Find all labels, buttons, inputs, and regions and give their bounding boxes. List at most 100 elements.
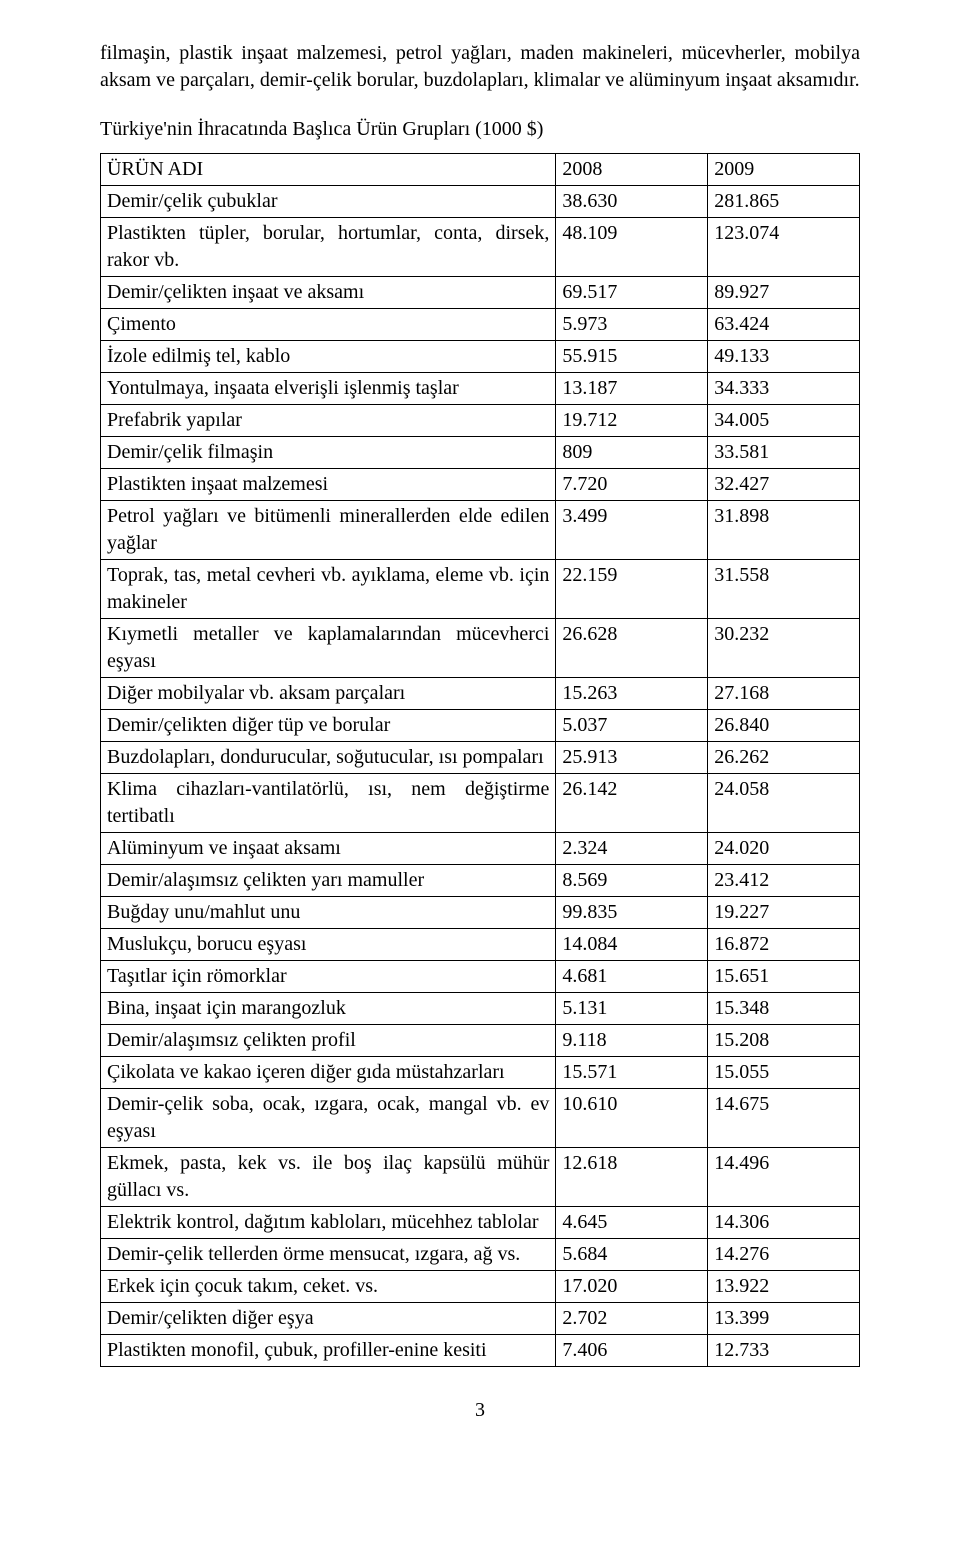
value-cell: 69.517 [556,277,708,309]
value-cell: 49.133 [708,341,860,373]
table-row: İzole edilmiş tel, kablo55.91549.133 [101,341,860,373]
product-name-cell: Muslukçu, borucu eşyası [101,929,556,961]
value-cell: 5.037 [556,710,708,742]
value-cell: 17.020 [556,1271,708,1303]
product-name-cell: Demir/alaşımsız çelikten profil [101,1025,556,1057]
value-cell: 14.496 [708,1148,860,1207]
value-cell: 26.840 [708,710,860,742]
table-row: Petrol yağları ve bitümenli minerallerde… [101,501,860,560]
value-cell: 33.581 [708,437,860,469]
value-cell: 23.412 [708,865,860,897]
product-name-cell: Toprak, tas, metal cevheri vb. ayıklama,… [101,560,556,619]
value-cell: 7.720 [556,469,708,501]
table-row: Alüminyum ve inşaat aksamı2.32424.020 [101,833,860,865]
table-row: Buğday unu/mahlut unu99.83519.227 [101,897,860,929]
value-cell: 89.927 [708,277,860,309]
table-row: Demir-çelik soba, ocak, ızgara, ocak, ma… [101,1089,860,1148]
table-subtitle: Türkiye'nin İhracatında Başlıca Ürün Gru… [100,116,860,143]
product-name-cell: Diğer mobilyalar vb. aksam parçaları [101,678,556,710]
value-cell: 25.913 [556,742,708,774]
value-cell: 32.427 [708,469,860,501]
table-row: Kıymetli metaller ve kaplamalarından müc… [101,619,860,678]
table-row: Diğer mobilyalar vb. aksam parçaları15.2… [101,678,860,710]
product-name-cell: Demir/çelikten inşaat ve aksamı [101,277,556,309]
product-name-cell: Bina, inşaat için marangozluk [101,993,556,1025]
value-cell: 4.681 [556,961,708,993]
table-row: Demir/çelik filmaşin80933.581 [101,437,860,469]
intro-paragraph: filmaşin, plastik inşaat malzemesi, petr… [100,40,860,94]
value-cell: 31.898 [708,501,860,560]
value-cell: 7.406 [556,1335,708,1367]
product-name-cell: Çimento [101,309,556,341]
value-cell: 15.651 [708,961,860,993]
value-cell: 63.424 [708,309,860,341]
product-name-cell: Demir/çelik filmaşin [101,437,556,469]
value-cell: 34.005 [708,405,860,437]
product-name-cell: Erkek için çocuk takım, ceket. vs. [101,1271,556,1303]
table-header-cell: 2009 [708,154,860,186]
product-groups-table: ÜRÜN ADI20082009Demir/çelik çubuklar38.6… [100,153,860,1367]
value-cell: 13.399 [708,1303,860,1335]
value-cell: 2.702 [556,1303,708,1335]
value-cell: 26.142 [556,774,708,833]
product-name-cell: Kıymetli metaller ve kaplamalarından müc… [101,619,556,678]
table-row: Çimento5.97363.424 [101,309,860,341]
table-header-row: ÜRÜN ADI20082009 [101,154,860,186]
product-name-cell: Demir-çelik tellerden örme mensucat, ızg… [101,1239,556,1271]
value-cell: 10.610 [556,1089,708,1148]
value-cell: 24.058 [708,774,860,833]
value-cell: 31.558 [708,560,860,619]
table-row: Demir/alaşımsız çelikten yarı mamuller8.… [101,865,860,897]
value-cell: 14.084 [556,929,708,961]
table-row: Taşıtlar için römorklar4.68115.651 [101,961,860,993]
table-row: Muslukçu, borucu eşyası14.08416.872 [101,929,860,961]
value-cell: 38.630 [556,186,708,218]
value-cell: 14.276 [708,1239,860,1271]
value-cell: 22.159 [556,560,708,619]
value-cell: 12.618 [556,1148,708,1207]
table-row: Toprak, tas, metal cevheri vb. ayıklama,… [101,560,860,619]
table-row: Erkek için çocuk takım, ceket. vs.17.020… [101,1271,860,1303]
value-cell: 55.915 [556,341,708,373]
value-cell: 5.131 [556,993,708,1025]
value-cell: 30.232 [708,619,860,678]
product-name-cell: Elektrik kontrol, dağıtım kabloları, müc… [101,1207,556,1239]
value-cell: 19.227 [708,897,860,929]
product-name-cell: Petrol yağları ve bitümenli minerallerde… [101,501,556,560]
table-row: Çikolata ve kakao içeren diğer gıda müst… [101,1057,860,1089]
value-cell: 48.109 [556,218,708,277]
value-cell: 123.074 [708,218,860,277]
table-row: Bina, inşaat için marangozluk5.13115.348 [101,993,860,1025]
value-cell: 15.348 [708,993,860,1025]
value-cell: 15.208 [708,1025,860,1057]
value-cell: 34.333 [708,373,860,405]
product-name-cell: Demir-çelik soba, ocak, ızgara, ocak, ma… [101,1089,556,1148]
table-row: Demir-çelik tellerden örme mensucat, ızg… [101,1239,860,1271]
value-cell: 14.675 [708,1089,860,1148]
product-name-cell: Demir/çelikten diğer tüp ve borular [101,710,556,742]
value-cell: 14.306 [708,1207,860,1239]
value-cell: 26.262 [708,742,860,774]
product-name-cell: Ekmek, pasta, kek vs. ile boş ilaç kapsü… [101,1148,556,1207]
table-row: Plastikten inşaat malzemesi7.72032.427 [101,469,860,501]
product-name-cell: Plastikten inşaat malzemesi [101,469,556,501]
product-name-cell: Plastikten monofil, çubuk, profiller-eni… [101,1335,556,1367]
value-cell: 8.569 [556,865,708,897]
table-row: Plastikten tüpler, borular, hortumlar, c… [101,218,860,277]
product-name-cell: Buğday unu/mahlut unu [101,897,556,929]
product-name-cell: Demir/alaşımsız çelikten yarı mamuller [101,865,556,897]
product-name-cell: Demir/çelikten diğer eşya [101,1303,556,1335]
product-name-cell: Demir/çelik çubuklar [101,186,556,218]
value-cell: 16.872 [708,929,860,961]
table-row: Prefabrik yapılar19.71234.005 [101,405,860,437]
value-cell: 24.020 [708,833,860,865]
value-cell: 2.324 [556,833,708,865]
table-row: Yontulmaya, inşaata elverişli işlenmiş t… [101,373,860,405]
table-row: Elektrik kontrol, dağıtım kabloları, müc… [101,1207,860,1239]
table-row: Demir/çelikten diğer tüp ve borular5.037… [101,710,860,742]
table-row: Demir/çelikten diğer eşya2.70213.399 [101,1303,860,1335]
table-row: Ekmek, pasta, kek vs. ile boş ilaç kapsü… [101,1148,860,1207]
value-cell: 19.712 [556,405,708,437]
product-name-cell: Alüminyum ve inşaat aksamı [101,833,556,865]
product-name-cell: Plastikten tüpler, borular, hortumlar, c… [101,218,556,277]
